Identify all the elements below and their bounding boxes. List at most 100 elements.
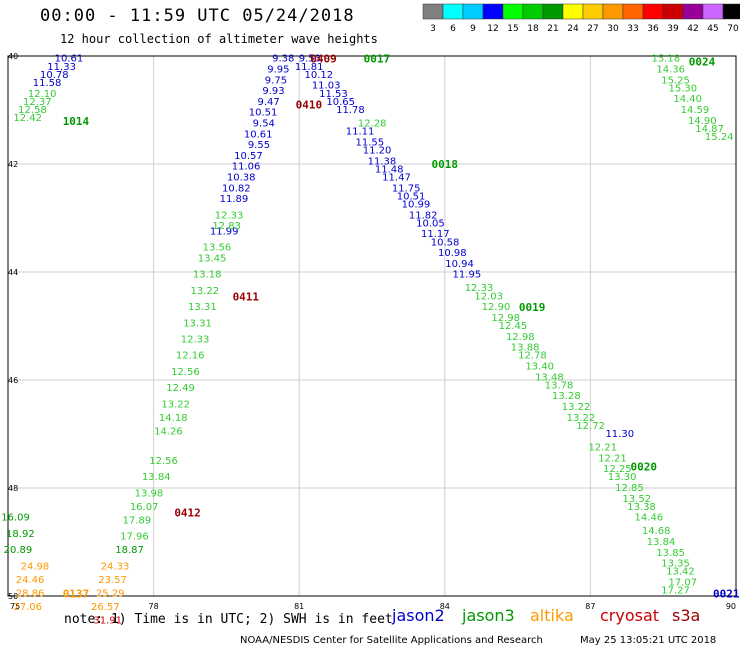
wave-height-point: 12.98 xyxy=(506,332,535,343)
note-text: note: 1) Time is in UTC; 2) SWH is in fe… xyxy=(64,612,393,627)
colorbar-swatch xyxy=(622,3,644,20)
wave-height-point: 13.35 xyxy=(661,559,690,570)
legend-jason2: jason2 xyxy=(392,606,445,625)
wave-height-point: 11.30 xyxy=(605,429,634,440)
wave-height-point: 10.98 xyxy=(438,248,467,259)
credit-text: NOAA/NESDIS Center for Satellite Applica… xyxy=(240,635,543,646)
wave-height-point: 18.87 xyxy=(115,545,144,556)
wave-height-point: 13.42 xyxy=(666,567,695,578)
wave-height-point: 14.18 xyxy=(159,413,188,424)
colorbar-label: 27 xyxy=(587,24,598,34)
x-tick-label: 75 xyxy=(10,602,20,611)
wave-height-point: 17.07 xyxy=(669,578,698,589)
colorbar-swatch xyxy=(502,3,524,20)
wave-height-point: 13.88 xyxy=(511,343,540,354)
wave-height-point: 13.38 xyxy=(627,502,656,513)
wave-height-point: 17.27 xyxy=(661,586,690,597)
wave-height-point: 13.45 xyxy=(198,254,227,265)
pass-time-label: 0020 xyxy=(631,460,658,473)
wave-height-point: 10.51 xyxy=(397,191,426,202)
x-tick-label: 84 xyxy=(440,602,450,611)
wave-height-point: 14.87 xyxy=(695,124,724,135)
wave-height-point: 12.78 xyxy=(518,351,547,362)
wave-height-point: 16.09 xyxy=(1,513,30,524)
legend-altika: altika xyxy=(530,606,574,625)
plot-frame xyxy=(7,55,737,597)
wave-height-point: 27.06 xyxy=(13,602,42,613)
colorbar-swatch xyxy=(542,3,564,20)
pass-time-label: 0021 xyxy=(713,587,740,600)
wave-height-point: 12.33 xyxy=(215,210,244,221)
wave-height-point: 16.07 xyxy=(130,502,159,513)
wave-height-point: 11.11 xyxy=(346,127,375,138)
wave-height-point: 12.33 xyxy=(465,283,494,294)
wave-height-point: 14.26 xyxy=(154,426,183,437)
wave-height-point: 10.38 xyxy=(227,173,256,184)
colorbar-label: 42 xyxy=(687,24,698,34)
wave-height-point: 12.33 xyxy=(181,335,210,346)
wave-height-point: 11.81 xyxy=(295,62,324,73)
wave-height-point: 10.61 xyxy=(244,129,273,140)
pass-time-label: 0412 xyxy=(174,506,201,519)
wave-height-point: 14.59 xyxy=(681,105,710,116)
wave-height-point: 12.21 xyxy=(588,443,617,454)
colorbar-swatch xyxy=(722,3,740,20)
colorbar-label: 70 xyxy=(727,24,739,34)
wave-height-point: 14.40 xyxy=(673,94,702,105)
wave-height-point: 11.55 xyxy=(355,137,384,148)
wave-height-point: 11.47 xyxy=(382,173,411,184)
wave-height-point: 14.68 xyxy=(642,526,671,537)
page-title: 00:00 - 11:59 UTC 05/24/2018 xyxy=(40,6,355,26)
colorbar-swatch xyxy=(702,3,724,20)
wave-height-point: 15.25 xyxy=(661,75,690,86)
colorbar-swatch xyxy=(682,3,704,20)
wave-height-point: 11.33 xyxy=(47,62,76,73)
wave-height-point: 15.24 xyxy=(705,132,734,143)
wave-height-point: 12.58 xyxy=(18,105,47,116)
colorbar-label: 24 xyxy=(567,24,579,34)
pass-time-label: 0019 xyxy=(519,301,546,314)
colorbar-label: 30 xyxy=(607,24,619,34)
wave-height-point: 10.58 xyxy=(431,237,460,248)
wave-height-point: 12.90 xyxy=(482,302,511,313)
wave-height-point: 15.30 xyxy=(669,83,698,94)
wave-height-point: 12.25 xyxy=(603,464,632,475)
wave-height-point: 12.03 xyxy=(474,291,503,302)
wave-height-point: 9.38 xyxy=(272,54,294,65)
wave-height-point: 10.57 xyxy=(234,151,263,162)
wave-height-point: 13.84 xyxy=(142,472,171,483)
pass-time-label: 0017 xyxy=(364,53,391,66)
y-tick-label: 40 xyxy=(8,52,18,61)
page-subtitle: 12 hour collection of altimeter wave hei… xyxy=(60,32,378,46)
wave-height-point: 11.48 xyxy=(375,164,404,175)
wave-height-point: 20.89 xyxy=(4,545,33,556)
wave-height-point: 12.72 xyxy=(576,421,605,432)
pass-time-label: 0137 xyxy=(63,587,90,600)
colorbar-swatch xyxy=(522,3,544,20)
wave-height-point: 24.33 xyxy=(101,561,130,572)
wave-height-point: 11.53 xyxy=(319,89,348,100)
pass-time-label: 0410 xyxy=(296,99,323,112)
wave-height-point: 10.65 xyxy=(326,97,355,108)
wave-height-point: 10.78 xyxy=(40,70,69,81)
wave-height-point: 23.57 xyxy=(98,575,127,586)
wave-height-point: 12.85 xyxy=(615,483,644,494)
colorbar-label: 45 xyxy=(707,24,718,34)
colorbar-swatch xyxy=(482,3,504,20)
wave-height-point: 11.17 xyxy=(421,229,450,240)
wave-height-point: 10.82 xyxy=(222,183,251,194)
colorbar-swatch xyxy=(602,3,624,20)
wave-height-point: 24.98 xyxy=(21,561,50,572)
colorbar-label: 33 xyxy=(627,24,638,34)
colorbar-label: 3 xyxy=(430,24,436,34)
wave-height-point: 9.55 xyxy=(248,140,270,151)
colorbar-label: 6 xyxy=(450,24,456,34)
wave-height-point: 13.31 xyxy=(188,302,217,313)
wave-height-point: 26.57 xyxy=(91,602,120,613)
wave-height-point: 13.22 xyxy=(567,413,596,424)
wave-height-point: 9.54 xyxy=(253,119,275,130)
wave-height-point: 12.21 xyxy=(598,453,627,464)
